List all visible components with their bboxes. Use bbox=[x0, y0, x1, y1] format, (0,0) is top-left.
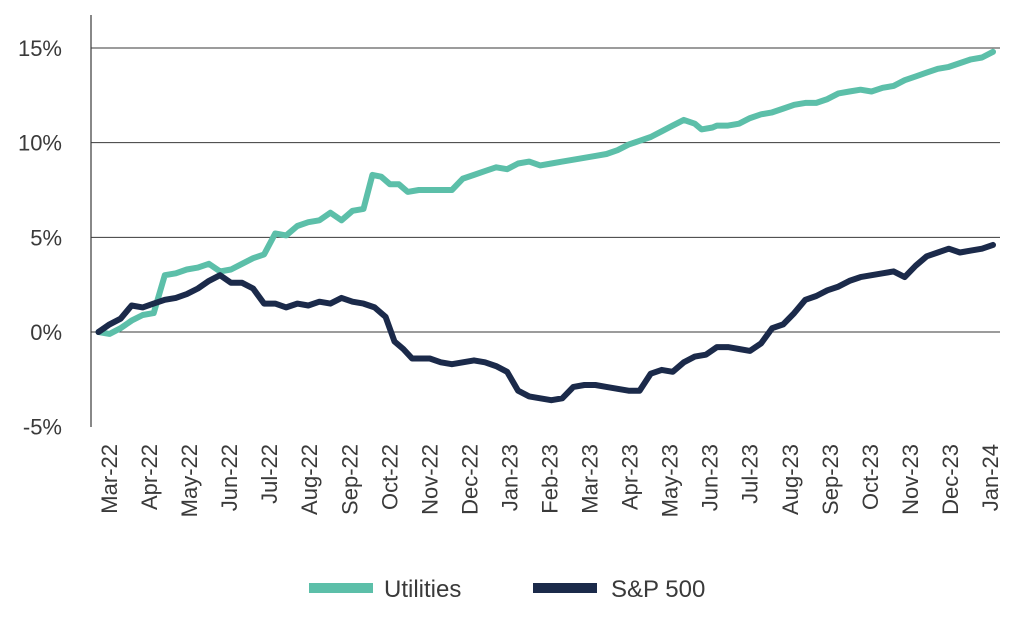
x-tick-label: Mar-22 bbox=[97, 444, 122, 514]
legend-label: Utilities bbox=[384, 576, 461, 603]
x-tick-label: Jul-22 bbox=[257, 444, 282, 504]
x-tick-label: May-22 bbox=[177, 444, 202, 517]
y-tick-label: 0% bbox=[30, 320, 62, 345]
x-tick-label: Sep-23 bbox=[818, 444, 843, 515]
x-tick-label: Sep-22 bbox=[337, 444, 362, 515]
x-tick-label: Aug-23 bbox=[778, 444, 803, 515]
x-tick-label: Oct-22 bbox=[377, 444, 402, 510]
y-tick-label: -5% bbox=[23, 415, 62, 440]
x-tick-label: Jan-23 bbox=[497, 444, 522, 511]
x-tick-label: Jan-24 bbox=[978, 444, 1003, 511]
series-line bbox=[95, 241, 996, 404]
series-line bbox=[95, 48, 996, 337]
x-tick-label: Apr-23 bbox=[618, 444, 643, 510]
grid-lines bbox=[91, 47, 1000, 333]
x-tick-label: Mar-23 bbox=[578, 444, 603, 514]
legend-label: S&P 500 bbox=[611, 576, 705, 603]
y-tick-label: 5% bbox=[30, 225, 62, 250]
y-tick-label: 10% bbox=[18, 131, 62, 156]
y-axis-ticks: 15% 10% 5% 0% -5% bbox=[18, 36, 62, 440]
series-lines bbox=[95, 48, 996, 404]
x-tick-label: May-23 bbox=[658, 444, 683, 517]
x-tick-label: Feb-23 bbox=[538, 444, 563, 514]
y-tick-label: 15% bbox=[18, 36, 62, 61]
x-tick-label: Dec-23 bbox=[938, 444, 963, 515]
x-axis-ticks: Mar-22 Apr-22 May-22 Jun-22 Jul-22 Aug-22 Sep-… bbox=[97, 444, 1003, 517]
x-tick-label: Oct-23 bbox=[858, 444, 883, 510]
x-tick-label: Jun-23 bbox=[698, 444, 723, 511]
x-tick-label: Jun-22 bbox=[217, 444, 242, 511]
x-tick-label: Jul-23 bbox=[738, 444, 763, 504]
x-tick-label: Dec-22 bbox=[457, 444, 482, 515]
x-tick-label: Aug-22 bbox=[297, 444, 322, 515]
x-tick-label: Nov-23 bbox=[898, 444, 923, 515]
legend: Utilities S&P 500 bbox=[309, 576, 705, 603]
x-tick-label: Apr-22 bbox=[137, 444, 162, 510]
x-tick-label: Nov-22 bbox=[417, 444, 442, 515]
